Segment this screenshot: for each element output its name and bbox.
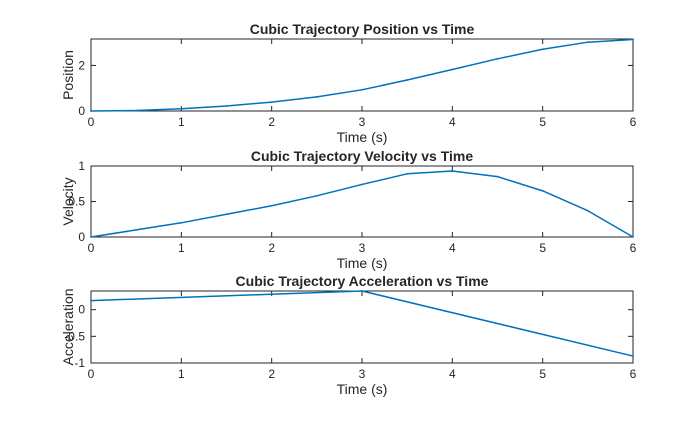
x-tick-label: 3 bbox=[359, 115, 366, 129]
x-tick-label: 4 bbox=[449, 241, 456, 255]
x-axis-label: Time (s) bbox=[337, 255, 388, 271]
data-point bbox=[225, 213, 228, 216]
y-axis-label: Velocity bbox=[60, 177, 76, 225]
y-tick-label: 2 bbox=[78, 58, 85, 72]
data-point bbox=[496, 175, 499, 178]
y-tick-label: 1 bbox=[78, 159, 85, 173]
data-point bbox=[270, 101, 273, 104]
data-point bbox=[632, 236, 634, 238]
x-tick-label: 1 bbox=[178, 367, 185, 381]
data-point bbox=[361, 290, 363, 292]
data-point bbox=[586, 41, 589, 44]
y-tick-label: -0.5 bbox=[64, 329, 85, 343]
data-point bbox=[135, 109, 138, 112]
x-tick-label: 1 bbox=[178, 115, 185, 129]
data-point bbox=[90, 236, 92, 238]
x-tick-label: 5 bbox=[539, 115, 546, 129]
data-point bbox=[632, 38, 634, 41]
data-point bbox=[225, 105, 228, 107]
data-point bbox=[315, 95, 318, 98]
data-point bbox=[451, 170, 454, 172]
x-tick-label: 3 bbox=[359, 241, 366, 255]
y-axis-label: Position bbox=[60, 50, 76, 100]
x-tick-label: 6 bbox=[630, 241, 637, 255]
series-line bbox=[90, 170, 634, 238]
y-tick-label: 0 bbox=[78, 104, 85, 118]
chart-title: Cubic Trajectory Position vs Time bbox=[250, 21, 475, 37]
data-point bbox=[90, 110, 92, 112]
x-tick-label: 6 bbox=[630, 115, 637, 129]
x-tick-label: 4 bbox=[449, 367, 456, 381]
x-tick-label: 2 bbox=[268, 241, 275, 255]
x-tick-label: 2 bbox=[268, 367, 275, 381]
data-point bbox=[180, 107, 183, 110]
data-point bbox=[451, 68, 454, 71]
x-tick-label: 4 bbox=[449, 115, 456, 129]
x-tick-label: 6 bbox=[630, 367, 637, 381]
subplot-3: 0 1 2 3 4 5 6 -1 -0.5 0 Cubic Trajectory Accelerat… bbox=[60, 273, 637, 397]
y-tick-label: 0 bbox=[78, 303, 85, 317]
data-point bbox=[632, 355, 634, 357]
subplot-1: 0 1 2 3 4 5 6 0 2 Cubic Trajectory Position vs Ti… bbox=[60, 21, 637, 145]
y-tick-label: -1 bbox=[74, 356, 85, 370]
axes-frame bbox=[90, 290, 634, 364]
series-line bbox=[90, 38, 634, 112]
data-point bbox=[541, 48, 544, 51]
y-tick-label: 0 bbox=[78, 230, 85, 244]
x-tick-label: 0 bbox=[88, 115, 95, 129]
x-tick-label: 3 bbox=[359, 367, 366, 381]
chart-title: Cubic Trajectory Acceleration vs Time bbox=[236, 273, 489, 289]
data-point bbox=[496, 57, 499, 60]
x-axis-label: Time (s) bbox=[337, 129, 388, 145]
data-point bbox=[135, 229, 138, 231]
y-tick-label: 0.5 bbox=[68, 195, 85, 209]
axes-frame bbox=[90, 165, 634, 238]
data-point bbox=[406, 79, 409, 81]
data-point bbox=[361, 88, 363, 91]
data-point bbox=[361, 183, 363, 186]
data-point bbox=[315, 194, 318, 197]
axes-frame bbox=[90, 38, 634, 112]
data-point bbox=[270, 204, 273, 207]
y-axis-label: Acceleration bbox=[60, 288, 76, 365]
subplot-2: 0 1 2 3 4 5 6 0 0.5 1 Cubic Trajectory Velocity vs… bbox=[60, 148, 637, 271]
data-point bbox=[541, 189, 544, 192]
data-point bbox=[586, 209, 589, 212]
series-line bbox=[90, 290, 634, 357]
x-tick-label: 0 bbox=[88, 241, 95, 255]
data-point bbox=[406, 172, 409, 175]
x-tick-label: 0 bbox=[88, 367, 95, 381]
data-point bbox=[90, 299, 92, 302]
x-axis-label: Time (s) bbox=[337, 381, 388, 397]
data-point bbox=[180, 221, 183, 224]
x-tick-label: 2 bbox=[268, 115, 275, 129]
chart-title: Cubic Trajectory Velocity vs Time bbox=[251, 148, 473, 164]
x-tick-label: 5 bbox=[539, 241, 546, 255]
x-tick-label: 5 bbox=[539, 367, 546, 381]
x-tick-label: 1 bbox=[178, 241, 185, 255]
